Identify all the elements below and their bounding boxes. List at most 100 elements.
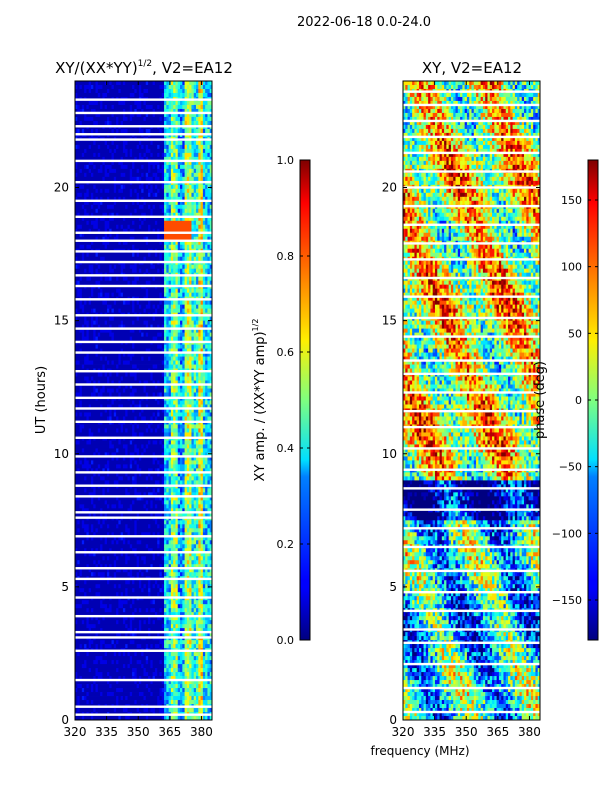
data-gap-row xyxy=(75,284,212,288)
data-gap-row xyxy=(403,151,540,155)
data-gap-row xyxy=(403,170,540,173)
data-gap-row xyxy=(75,250,212,253)
data-gap-row xyxy=(75,596,212,599)
data-gap-row xyxy=(403,425,540,429)
data-gap-row xyxy=(403,686,540,690)
data-gap-row xyxy=(403,628,540,631)
data-gap-row xyxy=(403,545,540,549)
data-gap-row xyxy=(75,678,212,682)
data-gap-row xyxy=(403,487,540,490)
data-gap-row xyxy=(75,125,212,128)
phase-colorbar-tick-label: −100 xyxy=(552,527,582,540)
data-gap-row xyxy=(403,508,540,511)
data-gap-row xyxy=(403,204,540,208)
data-gap-row xyxy=(75,484,212,487)
data-gap-row xyxy=(403,90,540,93)
data-gap-row xyxy=(403,295,540,298)
data-gap-row xyxy=(75,159,212,163)
data-gap-row xyxy=(403,409,540,413)
data-gap-row xyxy=(75,516,212,519)
data-gap-row xyxy=(75,535,212,538)
phase-colorbar-tick-label: −50 xyxy=(559,461,582,474)
phase-colorbar-tick-label: 100 xyxy=(561,261,582,274)
data-gap-row xyxy=(403,372,540,376)
data-gap-row xyxy=(75,314,212,317)
amp-heatmap xyxy=(75,81,212,720)
phase-panel: XY, V2=EA12 320 335 350 365 380 0 5 10 15 20 freq… xyxy=(370,59,540,758)
data-gap-row xyxy=(75,511,212,514)
data-gap-row xyxy=(75,471,212,474)
data-gap-row xyxy=(75,327,212,330)
phase-ytick-label: 15 xyxy=(382,314,397,328)
data-gap-row xyxy=(403,527,540,530)
data-gap-row xyxy=(403,186,540,189)
data-gap-row xyxy=(75,567,212,570)
data-gap-row xyxy=(75,111,212,115)
phase-colorbar-label: phase (deg) xyxy=(533,361,548,439)
amp-xtick-label: 365 xyxy=(158,725,181,739)
phase-ytick-label: 0 xyxy=(389,713,397,727)
amp-ytick-label: 10 xyxy=(54,447,69,461)
amp-colorbar: 0.0 0.2 0.4 0.6 0.8 1.0 XY amp. / (XX*YY amp)… xyxy=(251,154,311,647)
amp-xtick-label: 320 xyxy=(64,725,87,739)
phase-colorbar-tick-label: 50 xyxy=(568,327,582,340)
figure-suptitle: 2022-06-18 0.0-24.0 xyxy=(297,15,431,30)
phase-xtick-label: 365 xyxy=(486,725,509,739)
data-gap-row xyxy=(75,614,212,618)
phase-axis-ticks: 320 335 350 365 380 0 5 10 15 20 xyxy=(382,81,541,739)
amp-axis-ticks: 320 335 350 365 380 0 5 10 15 20 xyxy=(54,81,213,739)
data-gap-row xyxy=(75,239,212,242)
data-gap-row xyxy=(75,705,212,708)
phase-ytick-label: 5 xyxy=(389,580,397,594)
amp-ytick-label: 20 xyxy=(54,181,69,195)
amp-xtick-label: 335 xyxy=(95,725,118,739)
data-gap-row xyxy=(75,396,212,400)
amp-ytick-label: 15 xyxy=(54,314,69,328)
data-gap-row xyxy=(75,577,212,581)
data-gap-row xyxy=(75,260,212,264)
data-gap-row xyxy=(75,495,212,498)
data-gap-row xyxy=(403,662,540,666)
data-gap-row xyxy=(403,258,540,261)
data-gap-row xyxy=(75,455,212,458)
phase-xtick-label: 380 xyxy=(518,725,541,739)
amp-panel: XY/(XX*YY)1/2, V2=EA12 320 335 350 365 380 0 5… xyxy=(34,59,233,739)
data-gap-row xyxy=(403,316,540,320)
amp-colorbar-tick-label: 0.0 xyxy=(277,634,295,647)
data-gap-row xyxy=(75,340,212,344)
phase-heatmap xyxy=(403,81,540,720)
phase-colorbar-tick-label: 0 xyxy=(575,394,582,407)
data-gap-row xyxy=(403,569,540,573)
phase-xtick-label: 335 xyxy=(423,725,446,739)
phase-panel-title: XY, V2=EA12 xyxy=(422,59,522,77)
data-gap-row xyxy=(403,609,540,613)
phase-axes-frame xyxy=(402,80,541,721)
amp-colorbar-tick-label: 0.6 xyxy=(277,346,295,359)
data-gap-row xyxy=(403,223,540,226)
data-gap-row xyxy=(403,710,540,714)
amp-colorbar-ticks: 0.0 0.2 0.4 0.6 0.8 1.0 xyxy=(277,154,310,647)
data-gap-row xyxy=(75,630,212,634)
amp-axes-frame xyxy=(74,80,213,721)
data-gap-row xyxy=(403,359,540,362)
amp-ytick-label: 5 xyxy=(61,580,69,594)
phase-colorbar-tick-label: 150 xyxy=(561,194,582,207)
data-gap-row xyxy=(403,391,540,394)
data-gap-row xyxy=(75,420,212,423)
amp-colorbar-label: XY amp. / (XX*YY amp)1/2 xyxy=(251,319,268,482)
data-gap-row xyxy=(75,274,212,277)
data-gap-row xyxy=(75,551,212,554)
data-gap-row xyxy=(75,370,212,373)
data-gap-row xyxy=(75,199,212,203)
phase-xtick-label: 350 xyxy=(455,725,478,739)
data-gap-row xyxy=(75,383,212,386)
data-gap-row xyxy=(75,231,212,234)
data-gap-row xyxy=(403,135,540,139)
data-gap-row xyxy=(75,298,212,301)
amp-panel-title: XY/(XX*YY)1/2, V2=EA12 xyxy=(55,59,233,77)
amp-xtick-label: 380 xyxy=(190,725,213,739)
data-gap-row xyxy=(75,351,212,354)
data-gap-row xyxy=(403,591,540,594)
phase-colorbar-tick-label: −150 xyxy=(552,594,582,607)
